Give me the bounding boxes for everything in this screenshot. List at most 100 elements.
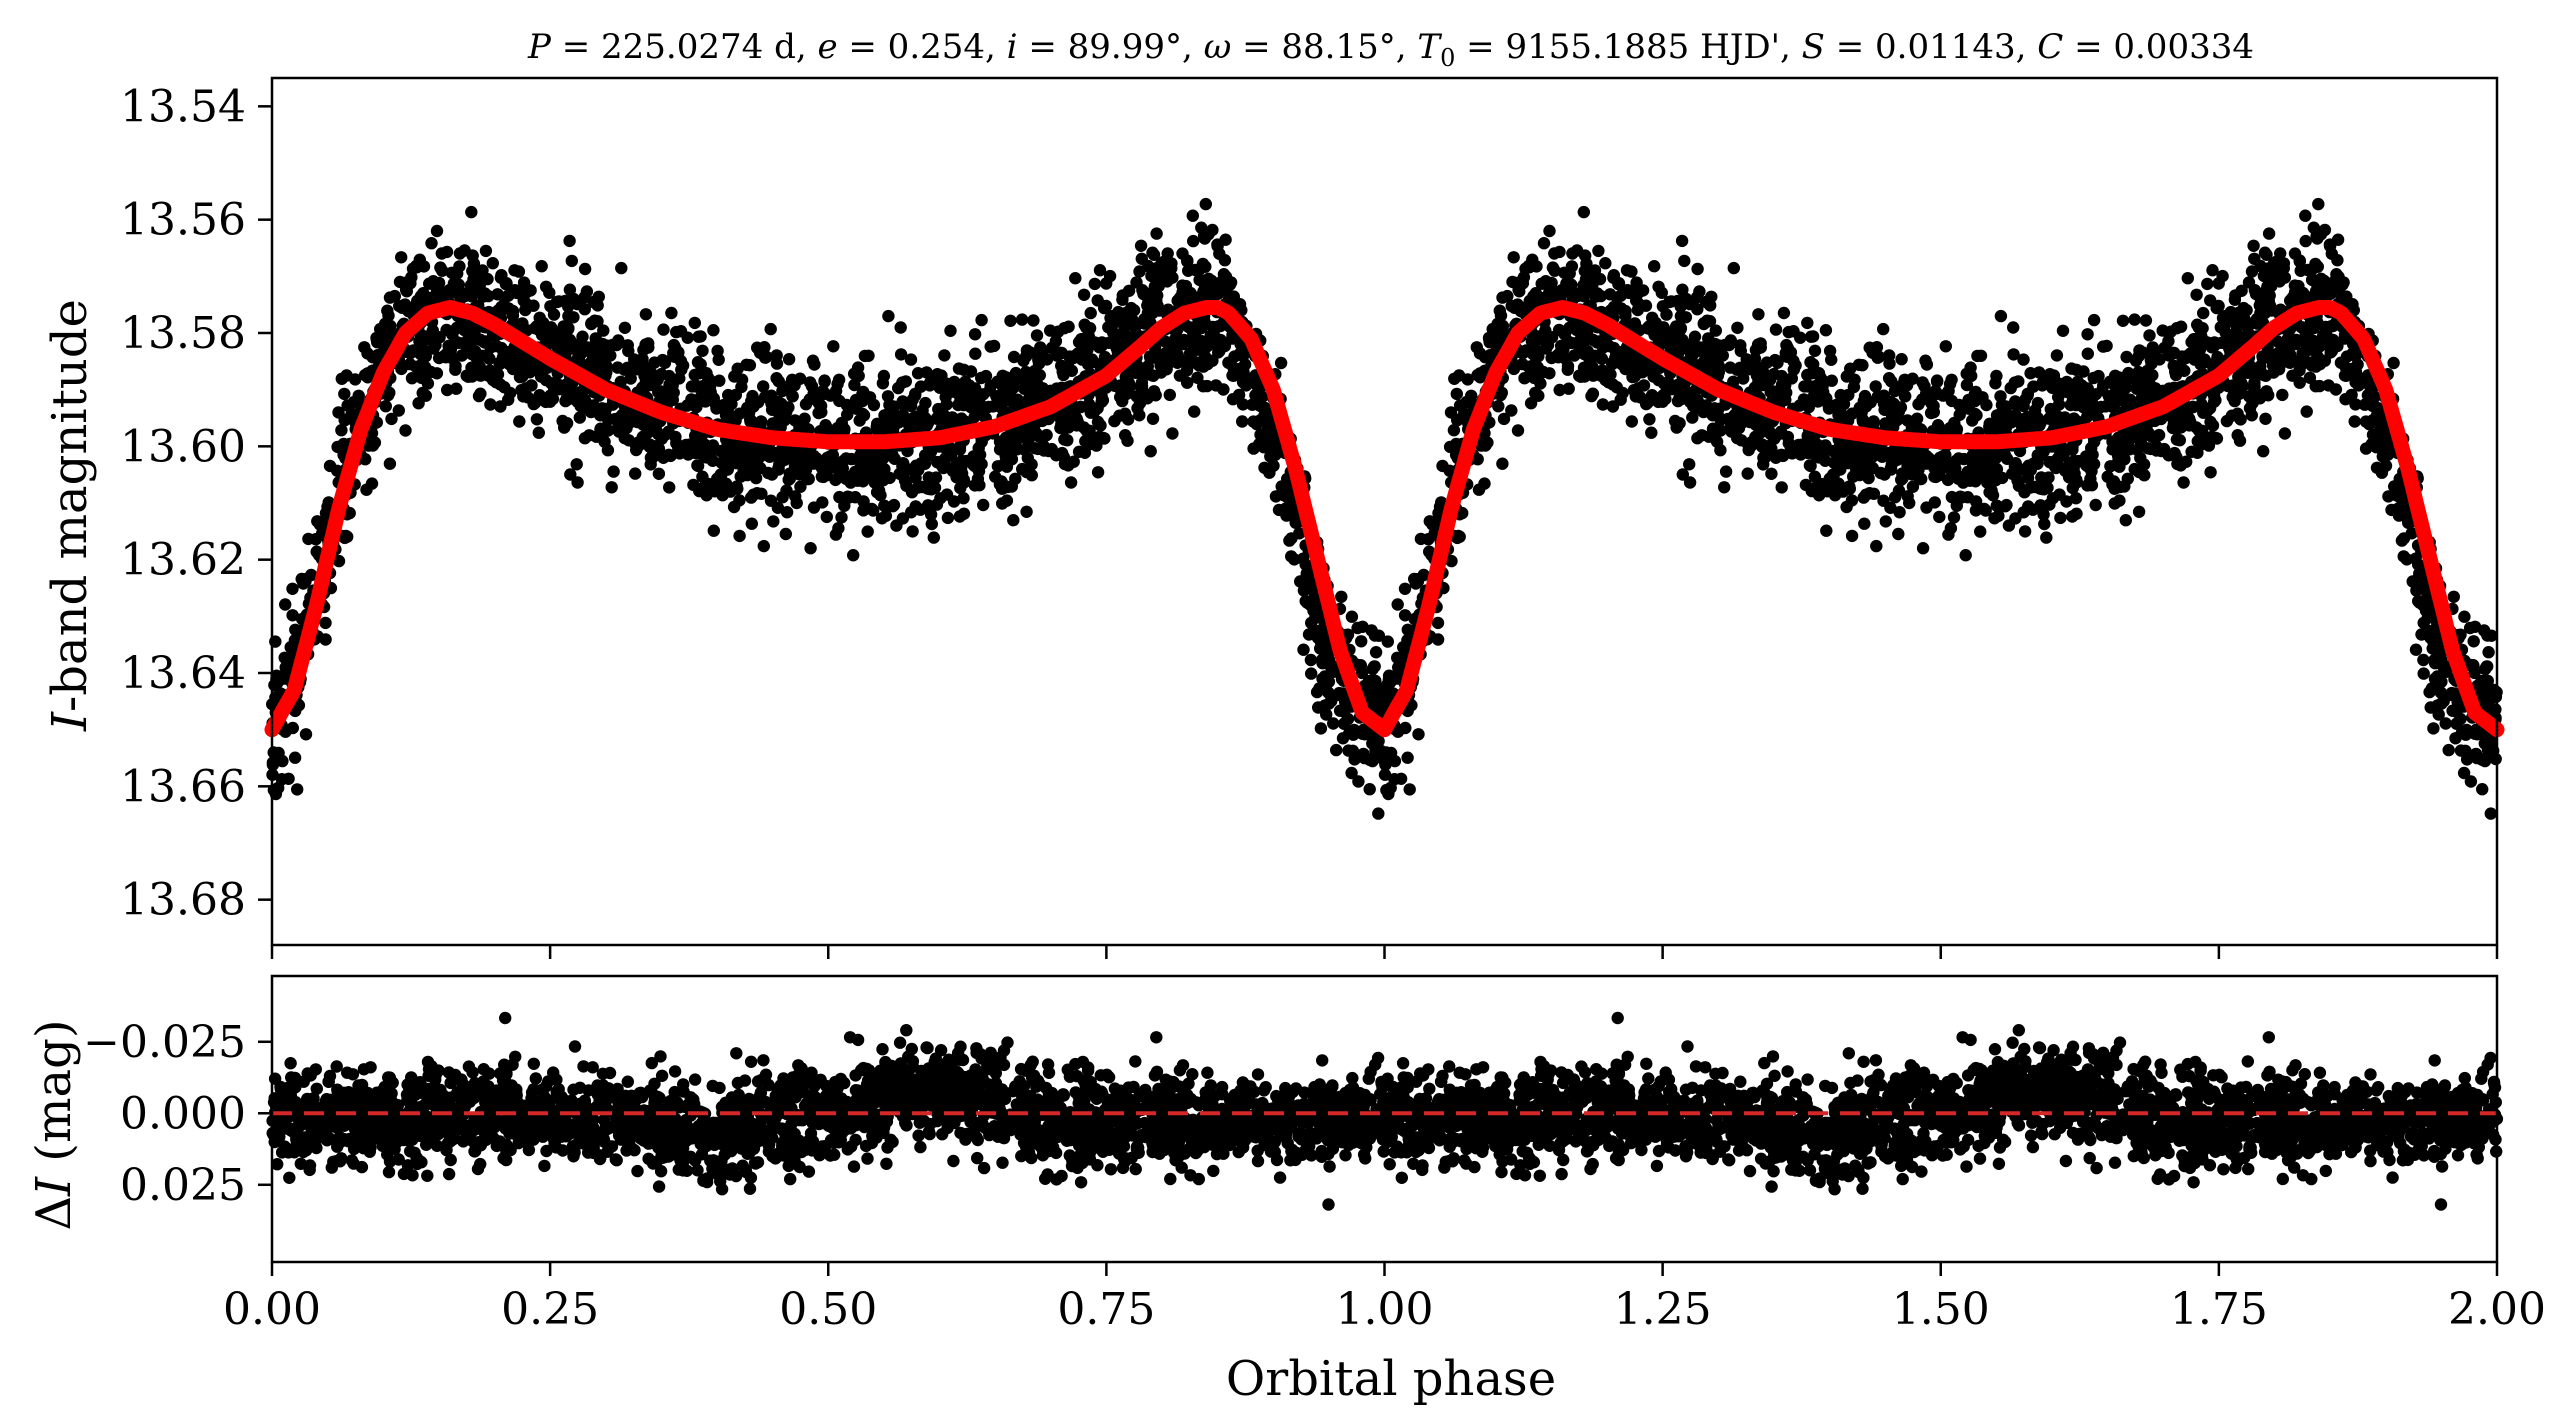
observation-point <box>1354 659 1367 672</box>
observation-point <box>1363 783 1376 796</box>
observation-point <box>2330 268 2343 281</box>
observation-point <box>1356 620 1369 633</box>
observation-point <box>766 417 779 430</box>
observation-point <box>1511 424 1525 437</box>
observation-point <box>379 400 392 413</box>
observation-point <box>1714 444 1727 457</box>
observation-point <box>545 326 558 339</box>
observation-point <box>1358 728 1372 741</box>
observation-point <box>1136 369 1149 383</box>
observation-point <box>900 479 913 492</box>
observation-point <box>358 341 371 354</box>
observation-point <box>914 380 928 393</box>
observation-point <box>1933 451 1947 464</box>
observation-point <box>1974 525 1987 538</box>
observation-point <box>1865 416 1878 430</box>
observation-point <box>821 451 834 464</box>
observation-point <box>466 249 479 262</box>
observation-point <box>847 549 860 562</box>
observation-point <box>1787 354 1800 368</box>
observation-point <box>594 423 608 437</box>
observation-point <box>897 398 910 411</box>
observation-point <box>894 412 907 425</box>
observation-point <box>2002 519 2016 532</box>
observation-point <box>1719 465 1733 478</box>
observation-point <box>1691 262 1704 276</box>
observation-point <box>1378 768 1392 781</box>
observation-point <box>2313 357 2327 371</box>
observation-point <box>712 353 725 366</box>
observation-point <box>467 273 480 286</box>
observation-point <box>1652 280 1665 293</box>
observation-point <box>2097 379 2110 392</box>
observation-point <box>476 264 489 277</box>
observation-point <box>1814 477 1828 491</box>
observation-point <box>701 385 714 398</box>
observation-point <box>938 349 951 362</box>
observation-point <box>1757 366 1770 380</box>
observation-point <box>679 438 693 452</box>
observation-point <box>1294 575 1307 588</box>
observation-point <box>341 530 354 543</box>
observation-point <box>1612 277 1626 290</box>
observation-point <box>1148 280 1162 293</box>
observation-point <box>563 333 577 347</box>
observation-point <box>474 387 487 400</box>
observation-point <box>1775 481 1788 494</box>
observation-point <box>752 416 766 430</box>
observation-point <box>2482 646 2495 659</box>
observation-point <box>1269 490 1283 503</box>
observation-point <box>1678 254 1691 268</box>
observation-point <box>1058 457 1072 471</box>
observation-point <box>1904 457 1917 470</box>
observation-point <box>1494 309 1508 322</box>
observation-point <box>1138 312 1151 326</box>
observation-point <box>1743 415 1757 429</box>
observation-point <box>1765 467 1778 480</box>
observation-point <box>2009 398 2023 411</box>
observation-point <box>1804 356 1817 369</box>
observation-point <box>486 257 499 270</box>
observation-point <box>941 511 955 525</box>
observation-point <box>871 417 884 430</box>
observation-point <box>1061 434 1074 447</box>
observation-point <box>1372 807 1385 820</box>
observation-point <box>1144 445 1157 458</box>
observation-point <box>1314 722 1328 735</box>
observation-point <box>1769 323 1783 336</box>
observation-point <box>291 783 304 796</box>
observation-point <box>1879 515 1893 528</box>
observation-point <box>1186 209 1200 222</box>
observation-point <box>977 498 990 512</box>
observation-point <box>1684 345 1697 359</box>
observation-point <box>2014 463 2028 476</box>
observation-point <box>1663 295 1676 309</box>
observation-point <box>1657 377 1670 390</box>
observation-point <box>1976 391 1989 404</box>
observation-point <box>527 361 540 375</box>
observation-point <box>1887 397 1901 411</box>
title-c-value: = 0.00334 <box>2063 27 2254 67</box>
observation-point <box>1945 373 1958 386</box>
observation-point <box>940 398 953 411</box>
observation-point <box>2458 610 2471 623</box>
observation-point <box>2027 380 2040 393</box>
title-t0-subscript: 0 <box>1440 44 1455 72</box>
observation-point <box>1840 500 1853 514</box>
observation-point <box>564 468 577 481</box>
observation-point <box>2040 531 2053 544</box>
observation-point <box>1562 335 1575 348</box>
observation-point <box>770 349 783 362</box>
observation-point <box>824 389 837 402</box>
observation-point <box>615 261 628 275</box>
observation-point <box>2478 662 2492 676</box>
observation-point <box>2375 466 2389 479</box>
observation-point <box>1055 446 1069 460</box>
observation-point <box>435 247 448 260</box>
observation-point <box>597 324 610 337</box>
observation-point <box>340 369 353 382</box>
observation-point <box>2081 347 2094 360</box>
observation-point <box>1609 351 1622 364</box>
observation-point <box>1412 728 1425 741</box>
observation-point <box>1314 635 1328 649</box>
